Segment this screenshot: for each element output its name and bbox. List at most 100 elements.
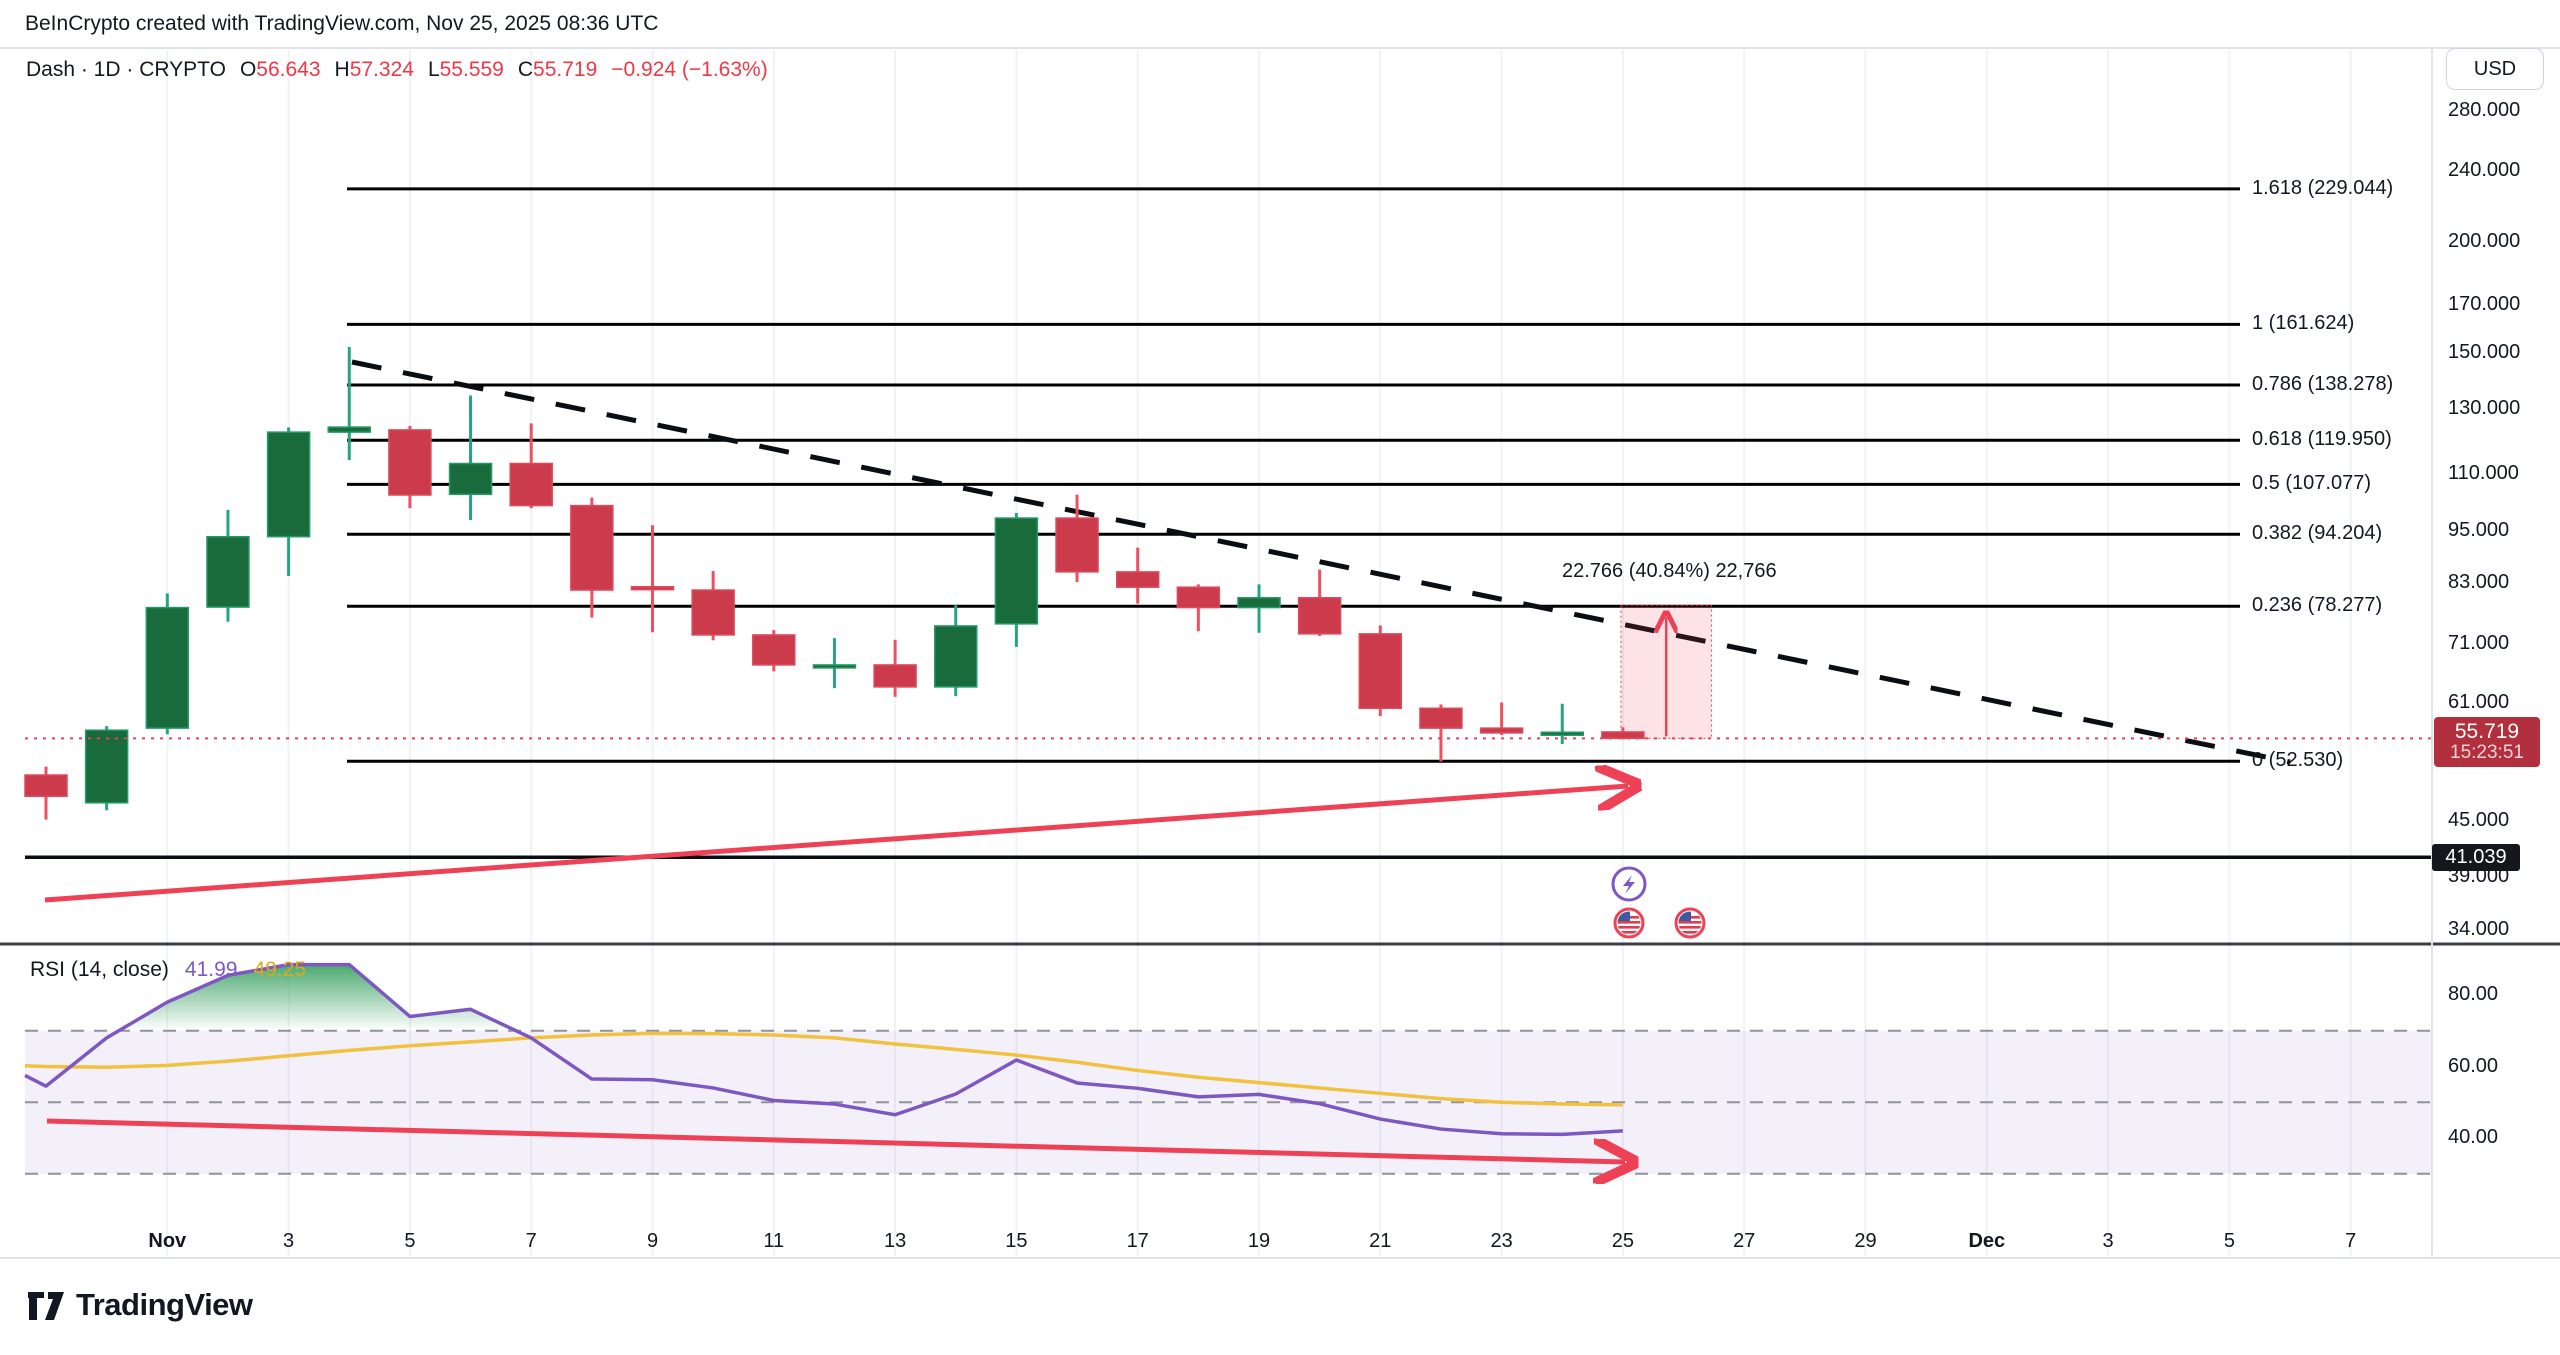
attribution-header: BeInCrypto created with TradingView.com,…	[25, 12, 659, 35]
candle-body-oct-31[interactable]	[84, 729, 129, 804]
candle-body-nov-25[interactable]	[1601, 731, 1645, 740]
price-tick-110.000[interactable]: 110.000	[2448, 461, 2519, 484]
time-tick-17-18[interactable]: 17	[1126, 1230, 1149, 1252]
candle-body-nov-19[interactable]	[1237, 596, 1281, 609]
fib-label-1.618: 1.618 (229.044)	[2252, 176, 2394, 199]
time-tick-11-12[interactable]: 11	[763, 1230, 785, 1252]
candle-body-nov-4[interactable]	[327, 426, 371, 433]
ohlc-high: H57.324	[334, 58, 414, 81]
candle-body-nov-12[interactable]	[812, 664, 857, 669]
candle-body-nov-9[interactable]	[630, 585, 675, 591]
candle-body-nov-23[interactable]	[1479, 727, 1524, 734]
rsi-tick-60.00[interactable]: 60.00	[2448, 1054, 2499, 1077]
tradingview-logo-text: TradingView	[76, 1287, 253, 1322]
time-tick-dec-32[interactable]: Dec	[1968, 1230, 2006, 1252]
price-tick-280.000[interactable]: 280.000	[2448, 98, 2521, 121]
price-change: −0.924 (−1.63%)	[611, 58, 768, 81]
candle-body-nov-7[interactable]	[509, 462, 553, 507]
bar-countdown: 15:23:51	[2450, 742, 2524, 764]
candle-body-nov-13[interactable]	[873, 664, 917, 688]
last-price-label: 55.719 15:23:51	[2434, 717, 2540, 768]
candle-body-nov-20[interactable]	[1297, 596, 1342, 635]
rsi-line	[24, 962, 1624, 1137]
candle-body-nov-15[interactable]	[994, 517, 1039, 625]
price-tick-83.000[interactable]: 83.000	[2448, 571, 2510, 594]
ohlc-low: L55.559	[427, 58, 504, 81]
time-tick-5-6[interactable]: 5	[404, 1230, 416, 1252]
candle-body-nov-17[interactable]	[1115, 571, 1160, 588]
candle-body-nov-10[interactable]	[691, 589, 735, 636]
price-tick-95.000[interactable]: 95.000	[2448, 518, 2510, 541]
candle-body-nov-22[interactable]	[1419, 707, 1463, 729]
time-tick-3-4[interactable]: 3	[283, 1230, 295, 1252]
price-tick-39.000[interactable]: 39.000	[2448, 864, 2510, 887]
price-tick-150.000[interactable]: 150.000	[2448, 341, 2521, 364]
fib-label-0.236: 0.236 (78.277)	[2252, 594, 2383, 617]
last-price-value: 55.719	[2454, 720, 2520, 744]
ohlc-close: C55.719	[517, 58, 598, 81]
price-tick-130.000[interactable]: 130.000	[2448, 397, 2521, 420]
us-flag-event-icon[interactable]	[1613, 907, 1645, 939]
time-tick-13-14[interactable]: 13	[883, 1230, 907, 1252]
candle-body-nov-18[interactable]	[1176, 586, 1221, 609]
rsi-value: 41.99	[184, 958, 238, 981]
fib-label-0: 0 (52.530)	[2252, 749, 2344, 772]
price-tick-61.000[interactable]: 61.000	[2448, 691, 2510, 714]
fib-label-0.618: 0.618 (119.950)	[2252, 428, 2392, 451]
candle-body-nov-8[interactable]	[570, 504, 614, 591]
rsi-title: RSI (14, close)	[30, 958, 169, 981]
candle-body-oct-30[interactable]	[24, 774, 68, 798]
fib-label-0.786: 0.786 (138.278)	[2252, 373, 2394, 396]
uptrend-arrow-main[interactable]	[44, 786, 1628, 903]
candle-body-nov-21[interactable]	[1358, 633, 1403, 710]
price-tick-200.000[interactable]: 200.000	[2448, 229, 2521, 252]
us-flag-event-icon[interactable]	[1674, 907, 1706, 939]
rsi-tick-40.00[interactable]: 40.00	[2448, 1126, 2499, 1148]
time-tick-21-22[interactable]: 21	[1369, 1230, 1392, 1252]
time-tick-19-20[interactable]: 19	[1247, 1230, 1271, 1252]
fib-label-1: 1 (161.624)	[2252, 312, 2355, 335]
downtrend-arrow-rsi[interactable]	[46, 1118, 1625, 1162]
candle-body-nov-14[interactable]	[934, 625, 978, 688]
candle-body-nov-5[interactable]	[388, 429, 432, 496]
symbol-title: Dash · 1D · CRYPTO	[26, 58, 226, 81]
time-tick-27-28[interactable]: 27	[1733, 1230, 1756, 1252]
candle-body-nov-11[interactable]	[752, 634, 796, 666]
time-tick-23-24[interactable]: 23	[1490, 1230, 1513, 1252]
price-tick-71.000[interactable]: 71.000	[2448, 632, 2510, 655]
rsi-indicator-legend[interactable]: RSI (14, close) 41.99 49.25	[30, 958, 306, 982]
candle-body-nov-3[interactable]	[266, 431, 311, 538]
rsi-tick-80.00[interactable]: 80.00	[2448, 983, 2499, 1005]
time-tick-7-8[interactable]: 7	[525, 1230, 537, 1252]
price-tick-170.000[interactable]: 170.000	[2448, 292, 2521, 315]
price-tick-45.000[interactable]: 45.000	[2448, 809, 2510, 832]
time-tick-29-30[interactable]: 29	[1854, 1230, 1877, 1252]
ohlc-open: O56.643	[239, 58, 321, 81]
time-tick-3-34[interactable]: 3	[2102, 1230, 2114, 1252]
fib-label-0.5: 0.5 (107.077)	[2252, 472, 2371, 495]
time-tick-5-36[interactable]: 5	[2223, 1230, 2235, 1252]
price-tick-240.000[interactable]: 240.000	[2448, 158, 2521, 181]
time-tick-7-38[interactable]: 7	[2345, 1230, 2357, 1252]
time-tick-25-26[interactable]: 25	[1611, 1230, 1635, 1252]
measurement-annotation: 22.766 (40.84%) 22,766	[1562, 560, 1777, 582]
time-tick-15-16[interactable]: 15	[1005, 1230, 1028, 1252]
rsi-ma-line	[24, 1031, 1623, 1107]
candle-body-nov-24[interactable]	[1540, 731, 1584, 736]
time-tick-nov-2[interactable]: Nov	[148, 1230, 187, 1252]
lightning-icon[interactable]	[1611, 866, 1647, 902]
candle-body-nov-16[interactable]	[1055, 517, 1099, 573]
candle-body-nov-2[interactable]	[206, 535, 250, 608]
candle-body-nov-6[interactable]	[448, 462, 493, 496]
tradingview-logo[interactable]: TradingView	[24, 1284, 253, 1326]
dashed-downtrend-line[interactable]	[351, 359, 2291, 765]
rsi-ma-value: 49.25	[253, 958, 307, 981]
currency-toggle-button[interactable]: USD	[2446, 48, 2544, 90]
candle-body-nov-1[interactable]	[145, 606, 190, 729]
symbol-legend[interactable]: Dash · 1D · CRYPTO O56.643 H57.324 L55.5…	[26, 58, 768, 82]
time-tick-9-10[interactable]: 9	[646, 1230, 659, 1252]
price-tick-34.000[interactable]: 34.000	[2448, 918, 2510, 941]
support-price-label: 41.039	[2432, 844, 2520, 872]
